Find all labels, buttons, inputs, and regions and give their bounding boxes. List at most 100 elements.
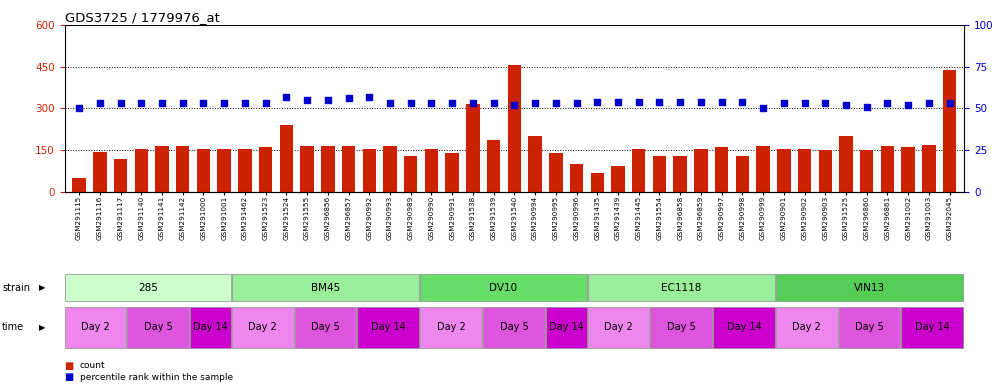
Text: percentile rank within the sample: percentile rank within the sample bbox=[80, 372, 233, 382]
Bar bbox=[715, 147, 729, 192]
Bar bbox=[114, 159, 127, 192]
Text: GDS3725 / 1779976_at: GDS3725 / 1779976_at bbox=[65, 12, 220, 25]
Point bbox=[548, 100, 564, 106]
Text: time: time bbox=[2, 322, 24, 333]
Point bbox=[796, 100, 812, 106]
Point bbox=[610, 99, 626, 105]
Point bbox=[154, 100, 170, 106]
Point bbox=[320, 97, 336, 103]
Text: ■: ■ bbox=[65, 361, 74, 371]
Bar bbox=[487, 141, 500, 192]
Point bbox=[299, 97, 315, 103]
Point bbox=[217, 100, 233, 106]
Bar bbox=[611, 166, 625, 192]
Point bbox=[444, 100, 460, 106]
Bar bbox=[342, 146, 355, 192]
Point bbox=[569, 100, 584, 106]
Bar bbox=[819, 150, 832, 192]
Text: BM45: BM45 bbox=[311, 283, 340, 293]
Point bbox=[631, 99, 647, 105]
Text: ▶: ▶ bbox=[39, 323, 45, 332]
Bar bbox=[549, 153, 563, 192]
Bar bbox=[321, 146, 335, 192]
Point bbox=[175, 100, 191, 106]
Bar bbox=[93, 152, 106, 192]
Point bbox=[112, 100, 128, 106]
Point bbox=[237, 100, 252, 106]
Bar bbox=[777, 149, 790, 192]
Bar bbox=[197, 149, 210, 192]
Bar bbox=[384, 146, 397, 192]
Text: 285: 285 bbox=[138, 283, 158, 293]
Point bbox=[382, 100, 398, 106]
Bar bbox=[404, 156, 417, 192]
Text: Day 2: Day 2 bbox=[604, 322, 633, 333]
Point bbox=[423, 100, 439, 106]
Text: Day 14: Day 14 bbox=[914, 322, 949, 333]
Bar bbox=[590, 172, 604, 192]
Text: EC1118: EC1118 bbox=[661, 283, 702, 293]
Point bbox=[859, 104, 875, 110]
Text: Day 2: Day 2 bbox=[248, 322, 277, 333]
Point bbox=[465, 100, 481, 106]
Text: Day 2: Day 2 bbox=[436, 322, 465, 333]
Bar bbox=[922, 145, 935, 192]
Point bbox=[672, 99, 688, 105]
Bar bbox=[134, 149, 148, 192]
Point bbox=[133, 100, 149, 106]
Point bbox=[91, 100, 107, 106]
Bar bbox=[445, 153, 459, 192]
Point bbox=[196, 100, 212, 106]
Bar bbox=[694, 149, 708, 192]
Bar bbox=[839, 136, 853, 192]
Point bbox=[817, 100, 833, 106]
Bar bbox=[756, 146, 770, 192]
Point bbox=[72, 106, 87, 112]
Bar bbox=[176, 146, 190, 192]
Bar bbox=[632, 149, 645, 192]
Bar bbox=[466, 104, 480, 192]
Point bbox=[901, 102, 916, 108]
Text: Day 2: Day 2 bbox=[792, 322, 821, 333]
Text: DV10: DV10 bbox=[489, 283, 518, 293]
Bar bbox=[279, 125, 293, 192]
Bar bbox=[363, 149, 376, 192]
Text: Day 14: Day 14 bbox=[371, 322, 406, 333]
Point bbox=[921, 100, 937, 106]
Text: Day 2: Day 2 bbox=[82, 322, 110, 333]
Text: ▶: ▶ bbox=[39, 283, 45, 292]
Bar bbox=[300, 146, 314, 192]
Text: ■: ■ bbox=[65, 372, 74, 382]
Bar bbox=[508, 65, 521, 192]
Point bbox=[941, 100, 957, 106]
Text: VIN13: VIN13 bbox=[854, 283, 885, 293]
Point bbox=[735, 99, 750, 105]
Point bbox=[506, 102, 523, 108]
Text: Day 14: Day 14 bbox=[727, 322, 761, 333]
Bar bbox=[943, 70, 956, 192]
Point bbox=[527, 100, 543, 106]
Point bbox=[341, 95, 357, 101]
Text: count: count bbox=[80, 361, 105, 370]
Point bbox=[714, 99, 730, 105]
Point bbox=[403, 100, 418, 106]
Point bbox=[776, 100, 792, 106]
Point bbox=[257, 100, 273, 106]
Text: Day 5: Day 5 bbox=[667, 322, 696, 333]
Bar bbox=[529, 136, 542, 192]
Bar bbox=[155, 146, 169, 192]
Bar bbox=[902, 147, 914, 192]
Text: Day 14: Day 14 bbox=[549, 322, 583, 333]
Bar bbox=[424, 149, 438, 192]
Bar bbox=[798, 149, 811, 192]
Bar bbox=[674, 156, 687, 192]
Bar bbox=[239, 149, 251, 192]
Bar bbox=[653, 156, 666, 192]
Bar bbox=[218, 149, 231, 192]
Bar bbox=[570, 164, 583, 192]
Bar bbox=[736, 156, 749, 192]
Text: strain: strain bbox=[2, 283, 30, 293]
Bar bbox=[73, 178, 85, 192]
Text: Day 5: Day 5 bbox=[855, 322, 884, 333]
Point bbox=[693, 99, 709, 105]
